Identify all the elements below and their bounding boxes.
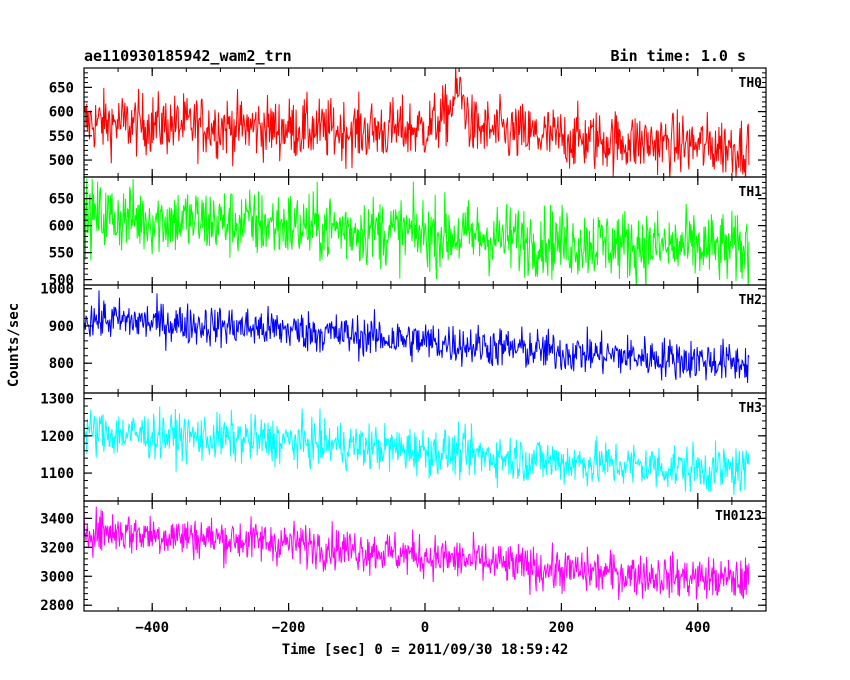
y-tick-label: 500 — [49, 273, 74, 289]
series-th2-line — [84, 290, 750, 383]
x-axis: −400 −200 0 200 400 — [135, 620, 710, 636]
y-tick-label: 2800 — [40, 598, 74, 614]
y-tick-label: 550 — [49, 129, 74, 145]
panel-th2: 800 900 1000 TH2 — [40, 282, 767, 394]
series-th0-line — [84, 68, 750, 177]
y-tick-label: 600 — [49, 105, 74, 121]
panel-label-th3: TH3 — [739, 401, 762, 416]
panel-frame — [83, 67, 767, 178]
y-tick-label: 800 — [49, 356, 74, 372]
y-tick-label: 650 — [49, 192, 74, 208]
panel-th0: 500 550 600 650 TH0 — [49, 67, 767, 178]
y-tick-label: 600 — [49, 219, 74, 235]
x-tick-label: 0 — [421, 620, 429, 636]
panel-th3: 1100 1200 1300 TH3 — [40, 392, 767, 502]
y-tick-label: 3000 — [40, 569, 74, 585]
y-tick-label: 3400 — [40, 511, 74, 527]
panel-label-th0: TH0 — [739, 76, 763, 91]
y-tick-label: 650 — [49, 80, 74, 96]
x-tick-label: −200 — [272, 620, 306, 636]
chart-title: ae110930185942_wam2_trn — [84, 47, 292, 65]
panels-group: 500 550 600 650 TH0 500 550 600 650 TH1 800 900 1000… — [40, 67, 767, 614]
x-axis-title: Time [sec] 0 = 2011/09/30 18:59:42 — [282, 642, 569, 658]
x-tick-label: 200 — [549, 620, 574, 636]
y-axis-title: Counts/sec — [6, 303, 22, 387]
panel-label-th0123: TH0123 — [715, 509, 762, 524]
panel-th1: 500 550 600 650 TH1 — [49, 176, 767, 289]
panel-label-th2: TH2 — [739, 293, 762, 308]
series-th1-line — [84, 178, 750, 285]
series-th0123-line — [84, 505, 750, 601]
x-tick-label: −400 — [135, 620, 169, 636]
y-tick-label: 1300 — [40, 392, 74, 408]
y-tick-label: 1000 — [40, 282, 74, 298]
panel-frame — [83, 500, 767, 612]
x-tick-label: 400 — [685, 620, 710, 636]
y-tick-label: 3200 — [40, 540, 74, 556]
bin-time-label: Bin time: 1.0 s — [611, 47, 746, 65]
y-tick-label: 1100 — [40, 466, 74, 482]
y-tick-label: 1200 — [40, 429, 74, 445]
panel-th0123: 2800 3000 3200 3400 TH0123 — [40, 500, 767, 614]
series-th3-line — [84, 406, 750, 495]
y-tick-label: 900 — [49, 319, 74, 335]
y-tick-label: 500 — [49, 153, 74, 169]
panel-label-th1: TH1 — [739, 185, 763, 200]
y-tick-label: 550 — [49, 246, 74, 262]
